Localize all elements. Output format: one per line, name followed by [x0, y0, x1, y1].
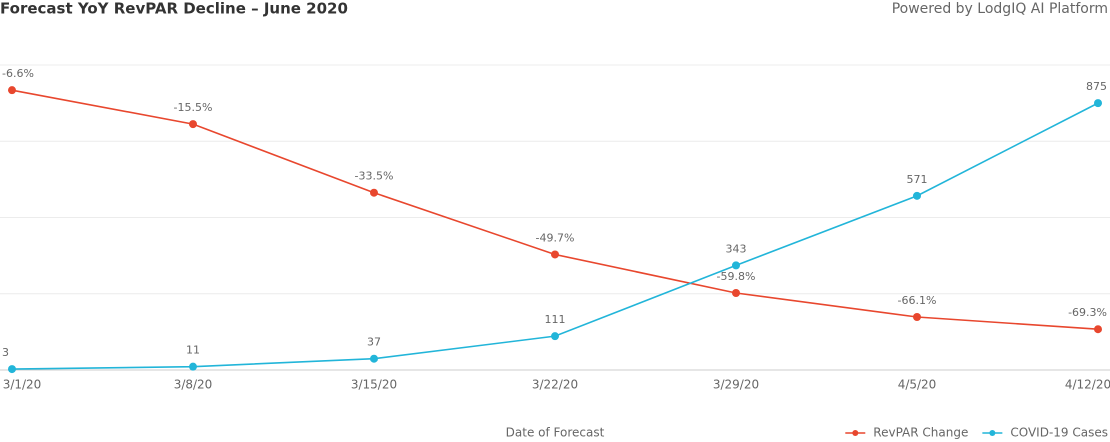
point [8, 86, 16, 95]
x-tick-label: 3/8/20 [174, 378, 213, 392]
x-axis-title: Date of Forecast [506, 426, 605, 440]
point [732, 288, 740, 297]
data-label: -49.7% [536, 231, 575, 244]
data-label: -33.5% [355, 170, 394, 183]
point [8, 365, 16, 374]
legend-dot [989, 430, 996, 436]
point [913, 313, 921, 322]
data-label: 875 [1086, 80, 1107, 93]
x-tick-label: 3/1/20 [3, 378, 42, 392]
x-tick-label: 4/5/20 [898, 378, 937, 392]
data-label: -6.6% [2, 67, 34, 80]
point [1094, 325, 1102, 334]
legend-label: RevPAR Change [873, 426, 968, 440]
data-label: 343 [726, 242, 747, 255]
legend-dot [852, 430, 859, 436]
point [1094, 99, 1102, 108]
x-tick-label: 3/29/20 [713, 378, 759, 392]
data-label: 37 [367, 336, 381, 349]
x-tick-label: 3/15/20 [351, 378, 397, 392]
point [551, 250, 559, 259]
data-label: -15.5% [174, 101, 213, 114]
data-label: -66.1% [898, 294, 937, 307]
subtitle: Powered by LodgIQ AI Platform [892, 1, 1108, 17]
data-label: -69.3% [1068, 306, 1107, 319]
point [913, 191, 921, 200]
point [551, 332, 559, 341]
data-label: 11 [186, 344, 200, 357]
point [370, 188, 378, 197]
data-label: 571 [907, 173, 928, 186]
point [732, 261, 740, 270]
legend-label: COVID-19 Cases [1010, 426, 1108, 440]
data-label: -59.8% [717, 270, 756, 283]
x-tick-label: 3/22/20 [532, 378, 578, 392]
data-label: 3 [2, 346, 9, 359]
chart-title: Forecast YoY RevPAR Decline – June 2020 [0, 0, 348, 18]
point [189, 362, 197, 371]
point [370, 354, 378, 363]
data-label: 111 [545, 313, 566, 326]
x-tick-label: 4/12/20 [1065, 378, 1110, 392]
point [189, 120, 197, 129]
